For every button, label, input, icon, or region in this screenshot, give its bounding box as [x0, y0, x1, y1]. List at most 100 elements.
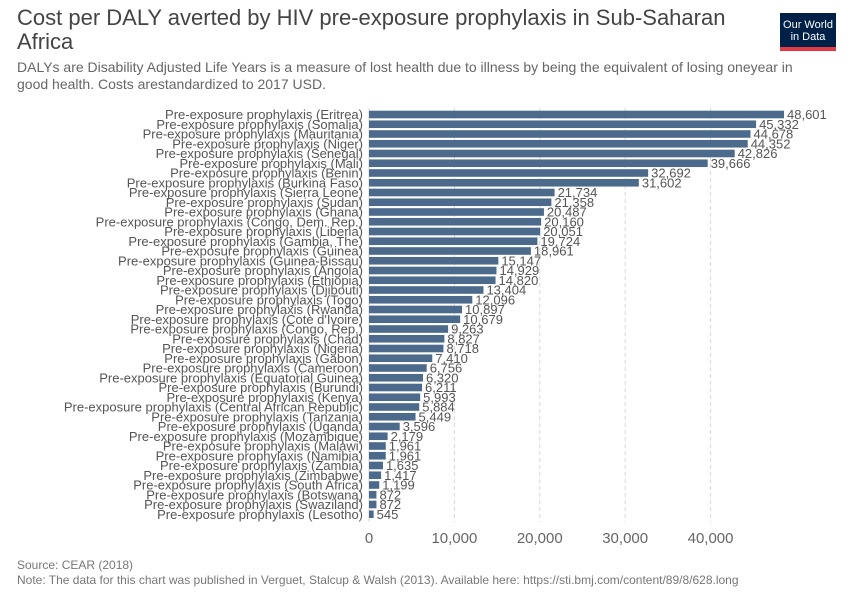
owid-logo[interactable]: Our World in Data [780, 13, 836, 51]
category-label: Pre-exposure prophylaxis (Togo) [175, 292, 363, 307]
category-label: Pre-exposure prophylaxis (Somalia) [156, 117, 363, 132]
value-label: 7,410 [435, 351, 468, 366]
value-label: 1,199 [382, 478, 415, 493]
value-label: 8,827 [447, 331, 480, 346]
category-label: Pre-exposure prophylaxis (Swaziland) [144, 497, 363, 512]
x-tick-label: 40,000 [688, 530, 734, 547]
bar[interactable] [369, 461, 383, 470]
bar[interactable] [369, 305, 463, 314]
bar[interactable] [369, 364, 427, 372]
bar[interactable] [369, 412, 416, 421]
category-label: Pre-exposure prophylaxis (Zambia) [160, 458, 363, 473]
bar[interactable] [369, 383, 423, 392]
bar[interactable] [369, 198, 552, 207]
value-label: 10,679 [463, 312, 503, 327]
bar[interactable] [369, 315, 461, 324]
bar[interactable] [369, 188, 555, 197]
x-tick-label: 0 [365, 530, 373, 547]
bar[interactable] [369, 110, 784, 119]
bar[interactable] [369, 500, 377, 509]
value-label: 6,756 [430, 361, 463, 376]
value-label: 12,096 [475, 292, 515, 307]
category-label: Pre-exposure prophylaxis (Nigeria) [162, 341, 363, 356]
value-label: 5,449 [419, 409, 452, 424]
bars [369, 110, 784, 519]
value-label: 2,179 [391, 429, 424, 444]
value-label: 44,352 [751, 136, 791, 151]
category-label: Pre-exposure prophylaxis (Guinea-Bissau) [118, 253, 363, 268]
bar[interactable] [369, 490, 377, 499]
category-label: Pre-exposure prophylaxis (Mali) [179, 156, 363, 171]
bar[interactable] [369, 266, 497, 275]
category-label: Pre-exposure prophylaxis (Rwanda) [156, 302, 363, 317]
bar[interactable] [369, 208, 544, 216]
bar[interactable] [369, 149, 735, 158]
category-label: Pre-exposure prophylaxis (Djibouti) [160, 283, 363, 298]
value-label: 20,487 [547, 205, 587, 220]
bar[interactable] [369, 373, 423, 382]
bar[interactable] [369, 130, 751, 138]
value-label: 1,635 [386, 458, 419, 473]
bar[interactable] [369, 422, 400, 431]
x-tick-label: 10,000 [431, 530, 477, 547]
category-label: Pre-exposure prophylaxis (South Africa) [133, 478, 363, 493]
chart-title: Cost per DALY averted by HIV pre-exposur… [17, 5, 726, 54]
data-note: Note: The data for this chart was publis… [17, 573, 739, 587]
value-label: 1,961 [389, 448, 422, 463]
value-label: 1,417 [384, 468, 417, 483]
category-label: Pre-exposure prophylaxis (Burkina Faso) [127, 175, 363, 190]
category-label: Pre-exposure prophylaxis (Gabon) [164, 351, 363, 366]
bar[interactable] [369, 139, 748, 148]
bar[interactable] [369, 169, 649, 177]
bar[interactable] [369, 481, 380, 489]
bar[interactable] [369, 403, 420, 411]
bar[interactable] [369, 432, 388, 441]
bar[interactable] [369, 354, 433, 363]
category-label: Pre-exposure prophylaxis (Mauritania) [143, 127, 363, 142]
value-label: 5,993 [423, 390, 456, 405]
value-label: 3,596 [403, 419, 436, 434]
category-label: Pre-exposure prophylaxis (Sudan) [166, 195, 363, 210]
x-tick-label: 30,000 [602, 530, 648, 547]
category-label: Pre-exposure prophylaxis (Angola) [163, 263, 363, 278]
bar[interactable] [369, 237, 538, 246]
bar[interactable] [369, 286, 484, 294]
category-label: Pre-exposure prophylaxis (Central Africa… [64, 400, 363, 415]
value-label: 18,961 [534, 244, 574, 259]
category-label: Pre-exposure prophylaxis (Niger) [172, 136, 363, 151]
bar[interactable] [369, 344, 444, 353]
value-label: 42,826 [738, 146, 778, 161]
value-label: 5,884 [422, 400, 455, 415]
value-label: 872 [379, 487, 401, 502]
category-label: Pre-exposure prophylaxis (Congo, Dem. Re… [96, 214, 363, 229]
bar[interactable] [369, 256, 499, 265]
bar[interactable] [369, 442, 386, 450]
value-label: 6,320 [426, 370, 459, 385]
bar[interactable] [369, 227, 541, 236]
bar[interactable] [369, 471, 382, 480]
bar[interactable] [369, 393, 421, 402]
category-label: Pre-exposure prophylaxis (Burundi) [159, 380, 363, 395]
bar[interactable] [369, 120, 757, 129]
bar[interactable] [369, 325, 449, 333]
bar[interactable] [369, 510, 374, 519]
bar[interactable] [369, 295, 473, 304]
category-label: Pre-exposure prophylaxis (Equatorial Gui… [99, 370, 363, 385]
category-label: Pre-exposure prophylaxis (Chad) [172, 331, 363, 346]
chart-subtitle: DALYs are Disability Adjusted Life Years… [17, 59, 793, 92]
bar[interactable] [369, 451, 386, 460]
value-label: 14,929 [499, 263, 539, 278]
source-note: Source: CEAR (2018) [17, 558, 134, 572]
bar[interactable] [369, 276, 496, 285]
bar[interactable] [369, 334, 445, 343]
value-label: 8,718 [446, 341, 479, 356]
category-label: Pre-exposure prophylaxis (Cameroon) [143, 361, 363, 376]
bar[interactable] [369, 178, 639, 187]
category-label: Pre-exposure prophylaxis (Uganda) [158, 419, 363, 434]
bar[interactable] [369, 217, 542, 226]
value-label: 21,734 [558, 185, 598, 200]
value-label: 20,051 [543, 224, 583, 239]
bar[interactable] [369, 247, 531, 255]
bar[interactable] [369, 159, 708, 168]
